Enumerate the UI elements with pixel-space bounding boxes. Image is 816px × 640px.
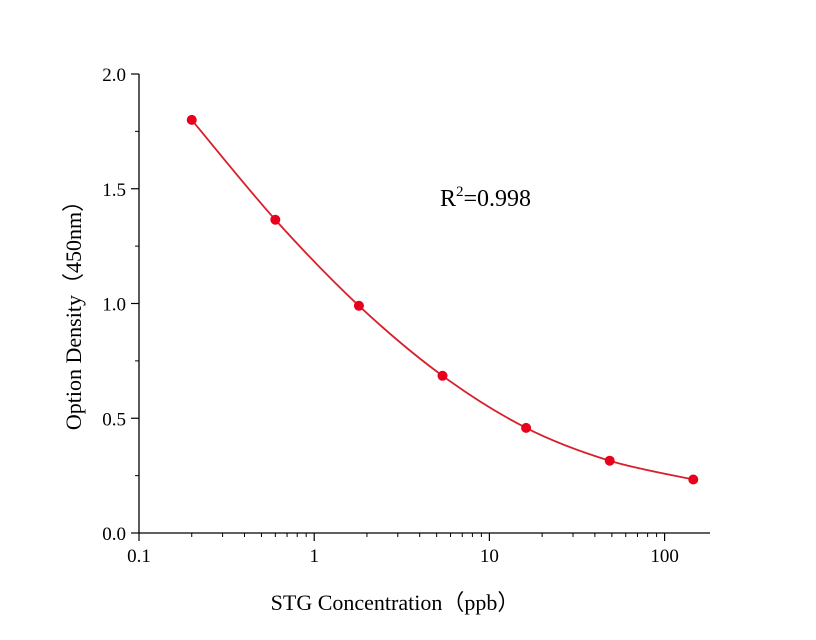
data-point — [604, 455, 615, 466]
data-point — [688, 474, 699, 485]
data-point — [270, 214, 281, 225]
data-point — [521, 422, 532, 433]
data-point — [437, 370, 448, 381]
x-tick-label: 10 — [480, 546, 499, 567]
y-axis-title: Option Density（450nm） — [61, 190, 86, 430]
r-squared-base: R — [440, 186, 456, 212]
data-point — [186, 114, 197, 125]
r-squared-value: =0.998 — [464, 186, 532, 212]
data-point — [353, 300, 364, 311]
x-ticks: 0.1 1 10 100 — [127, 533, 679, 567]
x-tick-label: 0.1 — [127, 546, 151, 567]
y-tick-label: 0.0 — [102, 524, 126, 545]
x-axis-title: STG Concentration（ppb） — [271, 590, 520, 615]
x-tick-label: 1 — [309, 546, 319, 567]
y-tick-label: 2.0 — [102, 65, 126, 86]
y-tick-label: 0.5 — [102, 409, 126, 430]
plot-area: 0.1 1 10 100 0.0 0.5 1.0 1.5 2.0 — [102, 65, 710, 567]
y-ticks: 0.0 0.5 1.0 1.5 2.0 — [102, 65, 139, 545]
fit-curve — [191, 119, 694, 481]
y-tick-label: 1.5 — [102, 180, 126, 201]
r-squared-annotation: R2=0.998 — [440, 184, 531, 212]
x-tick-label: 100 — [650, 546, 679, 567]
data-points — [186, 114, 699, 485]
r-squared-superscript: 2 — [456, 184, 464, 200]
y-tick-label: 1.0 — [102, 295, 126, 316]
